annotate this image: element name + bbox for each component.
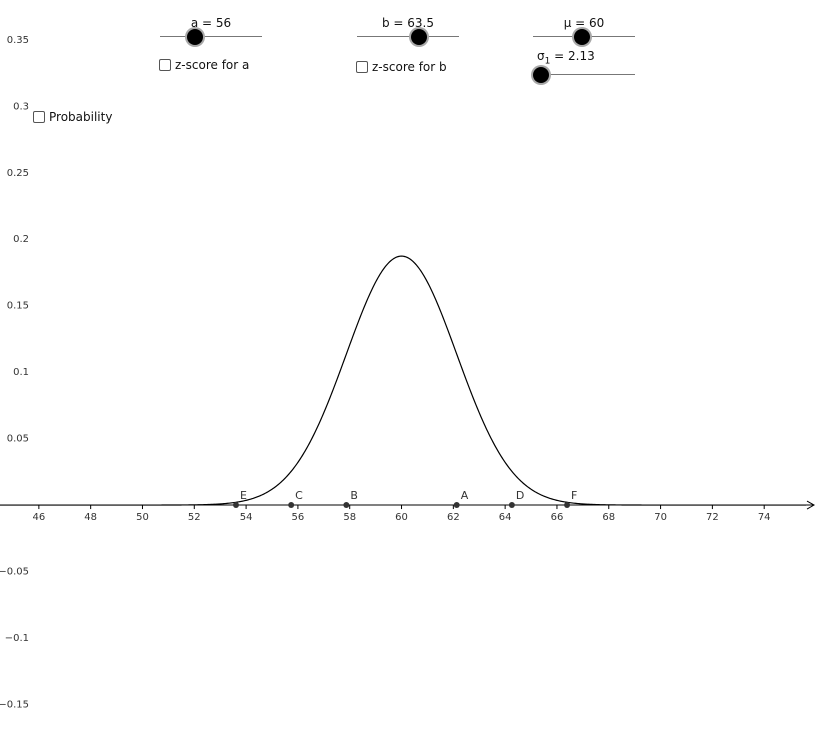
y-tick-label: 0.25 xyxy=(7,168,29,179)
slider-b-knob[interactable] xyxy=(410,29,427,45)
point-c-label: C xyxy=(295,489,303,502)
x-tick-label: 74 xyxy=(758,512,771,523)
point-e-label: E xyxy=(240,489,247,502)
y-tick-label: 0.2 xyxy=(13,234,29,245)
x-tick-label: 60 xyxy=(395,512,408,523)
slider-sigma-track[interactable] xyxy=(533,74,635,75)
z-score-b-label: z-score for b xyxy=(372,60,447,74)
y-tick-label: 0.35 xyxy=(7,35,29,46)
slider-sigma-knob[interactable] xyxy=(533,67,550,83)
x-tick-label: 46 xyxy=(32,512,45,523)
point-e[interactable] xyxy=(232,502,239,509)
x-tick-label: 56 xyxy=(292,512,305,523)
x-axis-arrow xyxy=(806,500,816,510)
point-a[interactable] xyxy=(453,502,460,509)
slider-b[interactable]: b = 63.5 xyxy=(357,16,459,56)
slider-a-track[interactable] xyxy=(160,36,262,37)
slider-a-label: a = 56 xyxy=(190,16,232,30)
x-tick-label: 72 xyxy=(706,512,719,523)
slider-mu[interactable]: μ = 60 xyxy=(533,16,635,56)
slider-b-label: b = 63.5 xyxy=(381,16,435,30)
x-tick-label: 58 xyxy=(343,512,356,523)
point-a-label: A xyxy=(461,489,469,502)
slider-mu-knob[interactable] xyxy=(574,29,591,45)
x-tick-label: 50 xyxy=(136,512,149,523)
y-tick-label: 0.3 xyxy=(13,101,29,112)
y-tick-label: 0.05 xyxy=(7,434,29,445)
x-tick-label: 64 xyxy=(499,512,512,523)
point-b-label: B xyxy=(350,489,358,502)
sigma-symbol: σ xyxy=(537,49,545,63)
point-f-label: F xyxy=(571,489,577,502)
sigma-value: = 2.13 xyxy=(550,49,595,63)
probability-checkbox-box[interactable] xyxy=(33,111,45,123)
y-tick-label: 0.1 xyxy=(13,367,29,378)
z-score-a-checkbox[interactable]: z-score for a xyxy=(159,58,249,72)
x-tick-label: 70 xyxy=(654,512,667,523)
probability-checkbox[interactable]: Probability xyxy=(33,110,112,124)
y-tick-label: −0.15 xyxy=(0,699,29,710)
slider-a-knob[interactable] xyxy=(187,29,204,45)
point-b[interactable] xyxy=(343,502,350,509)
z-score-a-label: z-score for a xyxy=(175,58,250,72)
normal-curve xyxy=(0,255,806,506)
y-tick-label: −0.05 xyxy=(0,567,29,578)
x-tick-label: 66 xyxy=(551,512,564,523)
y-tick-group: −0.15 −0.1 −0.05 0.05 0.1 0.15 0.2 0.25 0.3 0.35 xyxy=(0,35,29,711)
point-d-label: D xyxy=(516,489,524,502)
x-tick-label: 68 xyxy=(602,512,615,523)
slider-mu-label: μ = 60 xyxy=(563,16,605,30)
z-score-b-checkbox[interactable]: z-score for b xyxy=(356,60,447,74)
slider-sigma-label: σ1 = 2.13 xyxy=(537,49,635,66)
slider-a[interactable]: a = 56 xyxy=(160,16,262,56)
sigma-subscript: 1 xyxy=(544,56,551,67)
y-tick-label: −0.1 xyxy=(5,633,29,644)
slider-b-track[interactable] xyxy=(357,36,459,37)
point-f[interactable] xyxy=(564,502,571,509)
point-d[interactable] xyxy=(508,502,515,509)
x-tick-group: 46 48 50 52 54 56 58 60 62 64 66 68 70 72 74 xyxy=(32,505,771,523)
y-tick-label: 0.15 xyxy=(7,301,29,312)
slider-sigma[interactable]: σ1 = 2.13 xyxy=(533,49,635,89)
point-c[interactable] xyxy=(288,502,295,509)
x-tick-label: 52 xyxy=(188,512,201,523)
x-tick-label: 48 xyxy=(84,512,97,523)
x-tick-label: 62 xyxy=(447,512,460,523)
z-score-b-checkbox-box[interactable] xyxy=(356,61,368,73)
x-tick-label: 54 xyxy=(240,512,253,523)
z-score-a-checkbox-box[interactable] xyxy=(159,59,171,71)
probability-label: Probability xyxy=(49,110,113,124)
